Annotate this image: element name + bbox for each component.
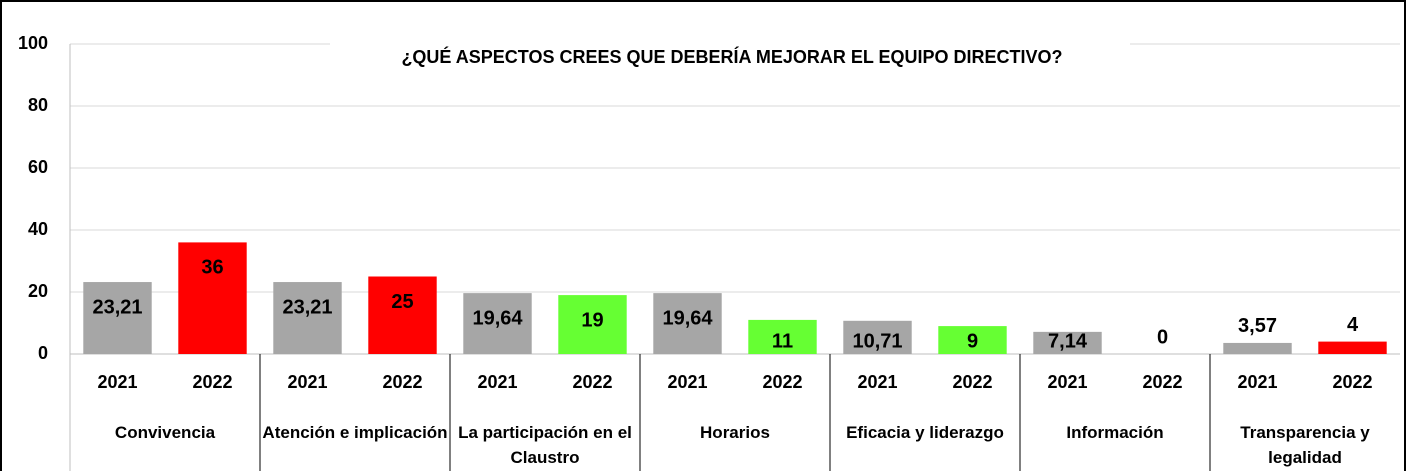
bar — [368, 276, 437, 354]
x-tick-label: 2022 — [1332, 372, 1372, 392]
data-label: 10,71 — [852, 330, 902, 352]
bar — [843, 320, 912, 354]
data-label: 23,21 — [282, 296, 332, 318]
data-label: 19 — [581, 309, 603, 331]
x-tick-label: 2022 — [762, 372, 802, 392]
data-label: 0 — [1157, 326, 1168, 348]
x-tick-label: 2021 — [1047, 372, 1087, 392]
bar — [83, 282, 152, 354]
data-label: 19,64 — [472, 307, 523, 329]
x-tick-label: 2021 — [857, 372, 897, 392]
group-label: Convivencia — [114, 423, 216, 442]
data-label: 4 — [1347, 314, 1359, 336]
data-label: 11 — [772, 330, 793, 352]
y-tick-label: 20 — [28, 281, 48, 301]
y-tick-label: 40 — [28, 219, 48, 239]
bar — [178, 242, 247, 354]
bar — [938, 326, 1007, 354]
bar — [558, 295, 627, 354]
x-tick-label: 2022 — [572, 372, 612, 392]
x-tick-label: 2021 — [477, 372, 517, 392]
y-tick-label: 60 — [28, 157, 48, 177]
group-label: La participación en el Claustro — [458, 423, 632, 467]
group-label: Horarios — [700, 423, 770, 442]
data-label: 7,14 — [1048, 330, 1088, 352]
group-label: Atención e implicación — [262, 423, 448, 442]
bar — [748, 319, 817, 354]
x-tick-label: 2021 — [287, 372, 327, 392]
y-tick-label: 80 — [28, 95, 48, 115]
x-tick-label: 2022 — [1142, 372, 1182, 392]
y-tick-label: 0 — [38, 343, 48, 363]
x-tick-label: 2022 — [382, 372, 422, 392]
chart-title: ¿QUÉ ASPECTOS CREES QUE DEBERÍA MEJORAR … — [401, 46, 1062, 67]
bar — [1318, 341, 1387, 354]
group-label: Eficacia y liderazgo — [846, 423, 1004, 442]
bar — [1033, 331, 1102, 354]
bar — [463, 293, 532, 354]
y-tick-label: 100 — [18, 33, 48, 53]
data-label: 3,57 — [1238, 315, 1277, 337]
x-tick-label: 2021 — [667, 372, 707, 392]
x-tick-label: 2022 — [952, 372, 992, 392]
data-label: 25 — [391, 291, 413, 313]
bar — [1223, 342, 1292, 354]
x-tick-label: 2022 — [192, 372, 232, 392]
x-tick-label: 2021 — [97, 372, 137, 392]
group-label: Información — [1066, 423, 1164, 442]
data-label: 19,64 — [662, 307, 713, 329]
title-box — [330, 42, 1130, 74]
data-label: 9 — [967, 330, 978, 352]
x-tick-label: 2021 — [1237, 372, 1277, 392]
bar — [273, 282, 342, 354]
bar — [653, 293, 722, 354]
data-label: 36 — [201, 257, 223, 279]
group-label: Transparencia y legalidad — [1240, 423, 1370, 467]
data-label: 23,21 — [92, 296, 142, 318]
